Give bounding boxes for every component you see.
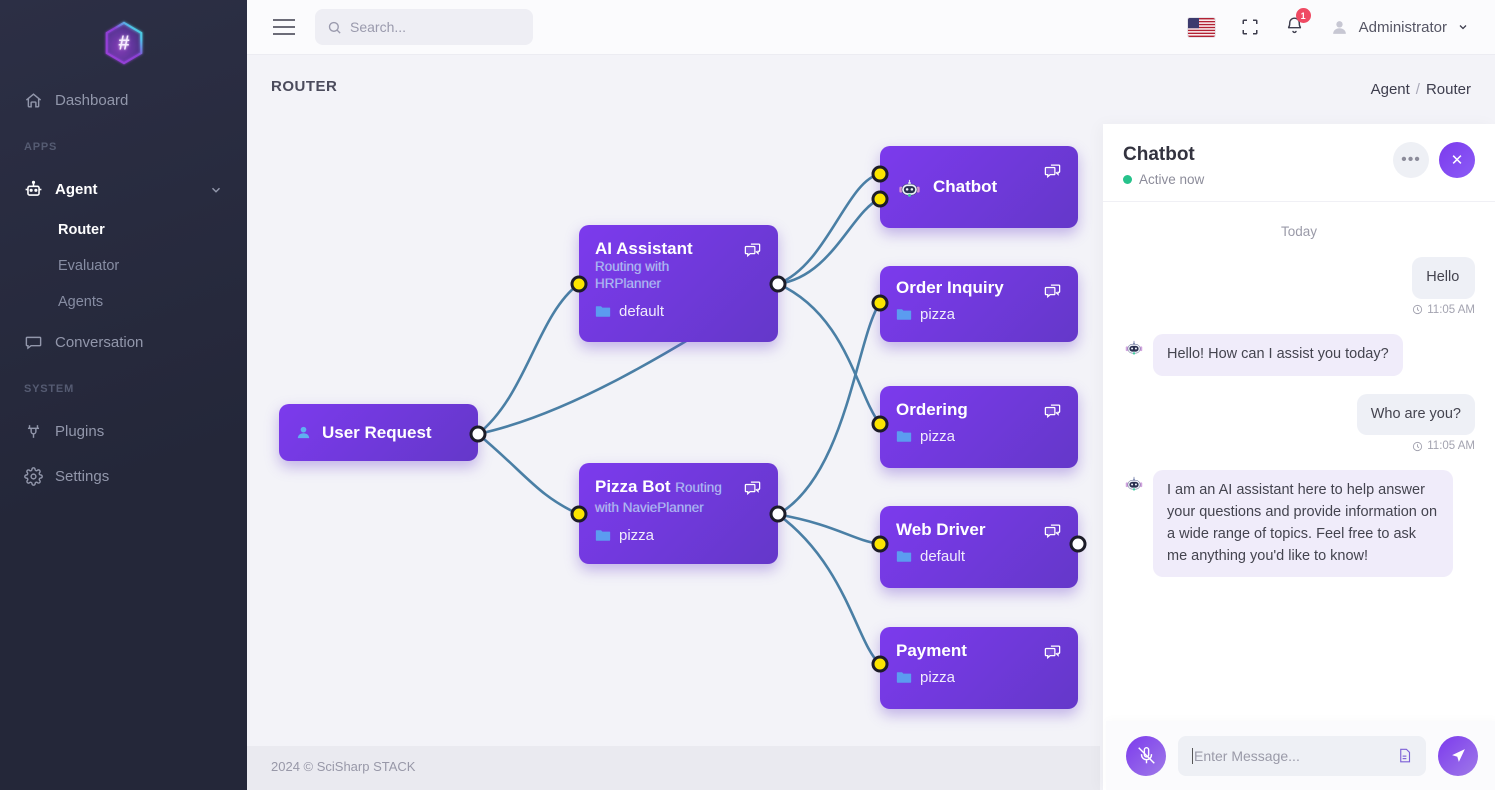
svg-text:#: # bbox=[118, 33, 129, 55]
